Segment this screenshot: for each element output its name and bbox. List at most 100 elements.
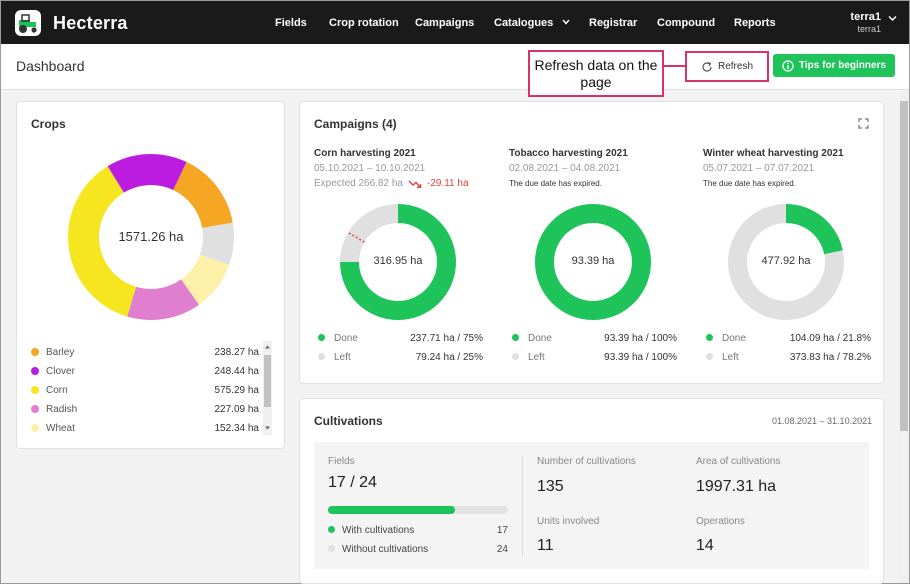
trend-down-icon xyxy=(408,180,422,188)
done-dot xyxy=(318,334,325,341)
summary-divider xyxy=(522,456,523,556)
donut-slice-wheat xyxy=(181,254,230,305)
left-value: 79.24 ha / 25% xyxy=(415,352,483,363)
nav-fields[interactable]: Fields xyxy=(275,17,307,29)
refresh-button[interactable]: Refresh xyxy=(685,51,769,82)
done-dot xyxy=(706,334,713,341)
donut-slice-done xyxy=(340,204,456,320)
done-stat: Done 104.09 ha / 21.8% xyxy=(706,333,871,344)
nav-compound[interactable]: Compound xyxy=(657,17,716,29)
refresh-label: Refresh xyxy=(717,61,753,72)
campaign-donut-chart xyxy=(340,204,456,320)
campaign-title[interactable]: Corn harvesting 2021 xyxy=(314,148,416,159)
cultivations-area-label: Area of cultivations xyxy=(696,456,781,467)
done-value: 237.71 ha / 75% xyxy=(410,333,483,344)
user-name: terra1 xyxy=(850,11,881,23)
tips-label: Tips for beginners xyxy=(798,60,887,71)
with-label: With cultivations xyxy=(342,525,415,536)
user-menu[interactable]: terra1 terra1 xyxy=(850,11,881,34)
callout-connector xyxy=(664,65,686,67)
operations-label: Operations xyxy=(696,516,745,527)
cultivations-date-range: 01.08.2021 – 31.10.2021 xyxy=(772,416,873,426)
cultivations-count-label: Number of cultivations xyxy=(537,456,636,467)
crops-title: Crops xyxy=(31,117,66,131)
legend-item-clover: Clover 248.44 ha xyxy=(31,366,259,377)
fields-value: 17 / 24 xyxy=(328,474,377,491)
campaign-center-value: 93.39 ha xyxy=(571,255,615,267)
left-stat: Left 93.39 ha / 100% xyxy=(512,352,677,363)
legend-label: Wheat xyxy=(46,423,75,434)
tractor-logo-icon[interactable] xyxy=(15,10,41,36)
donut-slice-left xyxy=(728,204,844,320)
legend-item-radish: Radish 227.09 ha xyxy=(31,404,259,415)
done-stat: Done 93.39 ha / 100% xyxy=(512,333,677,344)
without-dot xyxy=(328,545,335,552)
left-stat: Left 373.83 ha / 78.2% xyxy=(706,352,871,363)
legend-value: 248.44 ha xyxy=(214,366,260,377)
done-label: Done xyxy=(722,333,746,344)
legend-swatch xyxy=(31,386,39,394)
legend-label: Radish xyxy=(46,404,78,415)
fields-progress-fill xyxy=(328,506,456,514)
donut-slice-left xyxy=(340,204,398,262)
campaigns-card xyxy=(299,101,884,384)
legend-label: Barley xyxy=(46,347,75,358)
left-dot xyxy=(512,353,519,360)
scroll-up-icon[interactable] xyxy=(263,343,272,351)
without-label: Without cultivations xyxy=(342,544,429,555)
without-value: 24 xyxy=(496,544,508,555)
tips-for-beginners-button[interactable]: Tips for beginners xyxy=(773,54,895,77)
legend-item-wheat: Wheat 152.34 ha xyxy=(31,423,259,434)
legend-scrollbar[interactable] xyxy=(263,341,272,435)
chevron-down-icon[interactable] xyxy=(888,15,897,22)
donut-slice-radish xyxy=(127,279,200,320)
campaign-dates: 05.10.2021 – 10.10.2021 xyxy=(314,163,426,174)
brand-name: Hecterra xyxy=(53,13,128,33)
donut-slice-done xyxy=(535,204,594,320)
nav-catalogues[interactable]: Catalogues xyxy=(494,17,570,29)
left-value: 373.83 ha / 78.2% xyxy=(789,352,871,363)
nav-reports[interactable]: Reports xyxy=(734,17,776,29)
nav-campaigns[interactable]: Campaigns xyxy=(415,17,475,29)
units-value: 11 xyxy=(537,537,554,554)
legend-label: Corn xyxy=(46,385,68,396)
legend-swatch xyxy=(31,405,39,413)
campaign-note: The due date has expired. xyxy=(509,179,602,188)
with-cultivations-row: With cultivations 17 xyxy=(328,525,508,536)
campaign-title[interactable]: Tobacco harvesting 2021 xyxy=(509,148,628,159)
left-stat: Left 79.24 ha / 25% xyxy=(318,352,483,363)
campaign-expected: Expected 266.82 ha xyxy=(314,178,403,189)
fields-progress-bar xyxy=(328,506,508,514)
legend-swatch xyxy=(31,348,39,356)
campaign-title[interactable]: Winter wheat harvesting 2021 xyxy=(703,148,844,159)
legend-value: 152.34 ha xyxy=(214,423,260,434)
campaign-dates: 05.07.2021 – 07.07.2021 xyxy=(703,163,815,174)
fields-label: Fields xyxy=(328,456,355,467)
expected-marker xyxy=(347,231,365,243)
expand-icon[interactable] xyxy=(858,118,869,129)
without-cultivations-row: Without cultivations 24 xyxy=(328,544,508,555)
legend-value: 227.09 ha xyxy=(214,404,260,415)
campaign-delta: -29.11 ha xyxy=(427,178,469,189)
page-title: Dashboard xyxy=(16,58,85,74)
cultivations-summary xyxy=(314,442,869,569)
cultivations-title: Cultivations xyxy=(314,414,383,428)
legend-swatch xyxy=(31,367,39,375)
nav-registrar[interactable]: Registrar xyxy=(589,17,638,29)
done-label: Done xyxy=(528,333,552,344)
cultivations-area-value: 1997.31 ha xyxy=(696,478,777,495)
legend-label: Clover xyxy=(46,366,75,377)
nav-catalogues-label: Catalogues xyxy=(494,17,554,29)
donut-slice-other xyxy=(199,222,234,266)
legend-value: 238.27 ha xyxy=(214,347,260,358)
scroll-thumb[interactable] xyxy=(264,355,271,407)
left-label: Left xyxy=(722,352,739,363)
legend-item-barley: Barley 238.27 ha xyxy=(31,347,259,358)
donut-slice-done xyxy=(593,204,651,320)
units-label: Units involved xyxy=(537,516,600,527)
nav-crop-rotation[interactable]: Crop rotation xyxy=(329,17,399,29)
page-scroll-thumb[interactable] xyxy=(900,101,908,431)
campaign-donut-chart xyxy=(535,204,651,320)
scroll-down-icon[interactable] xyxy=(263,424,272,432)
page-scrollbar[interactable] xyxy=(899,91,909,583)
